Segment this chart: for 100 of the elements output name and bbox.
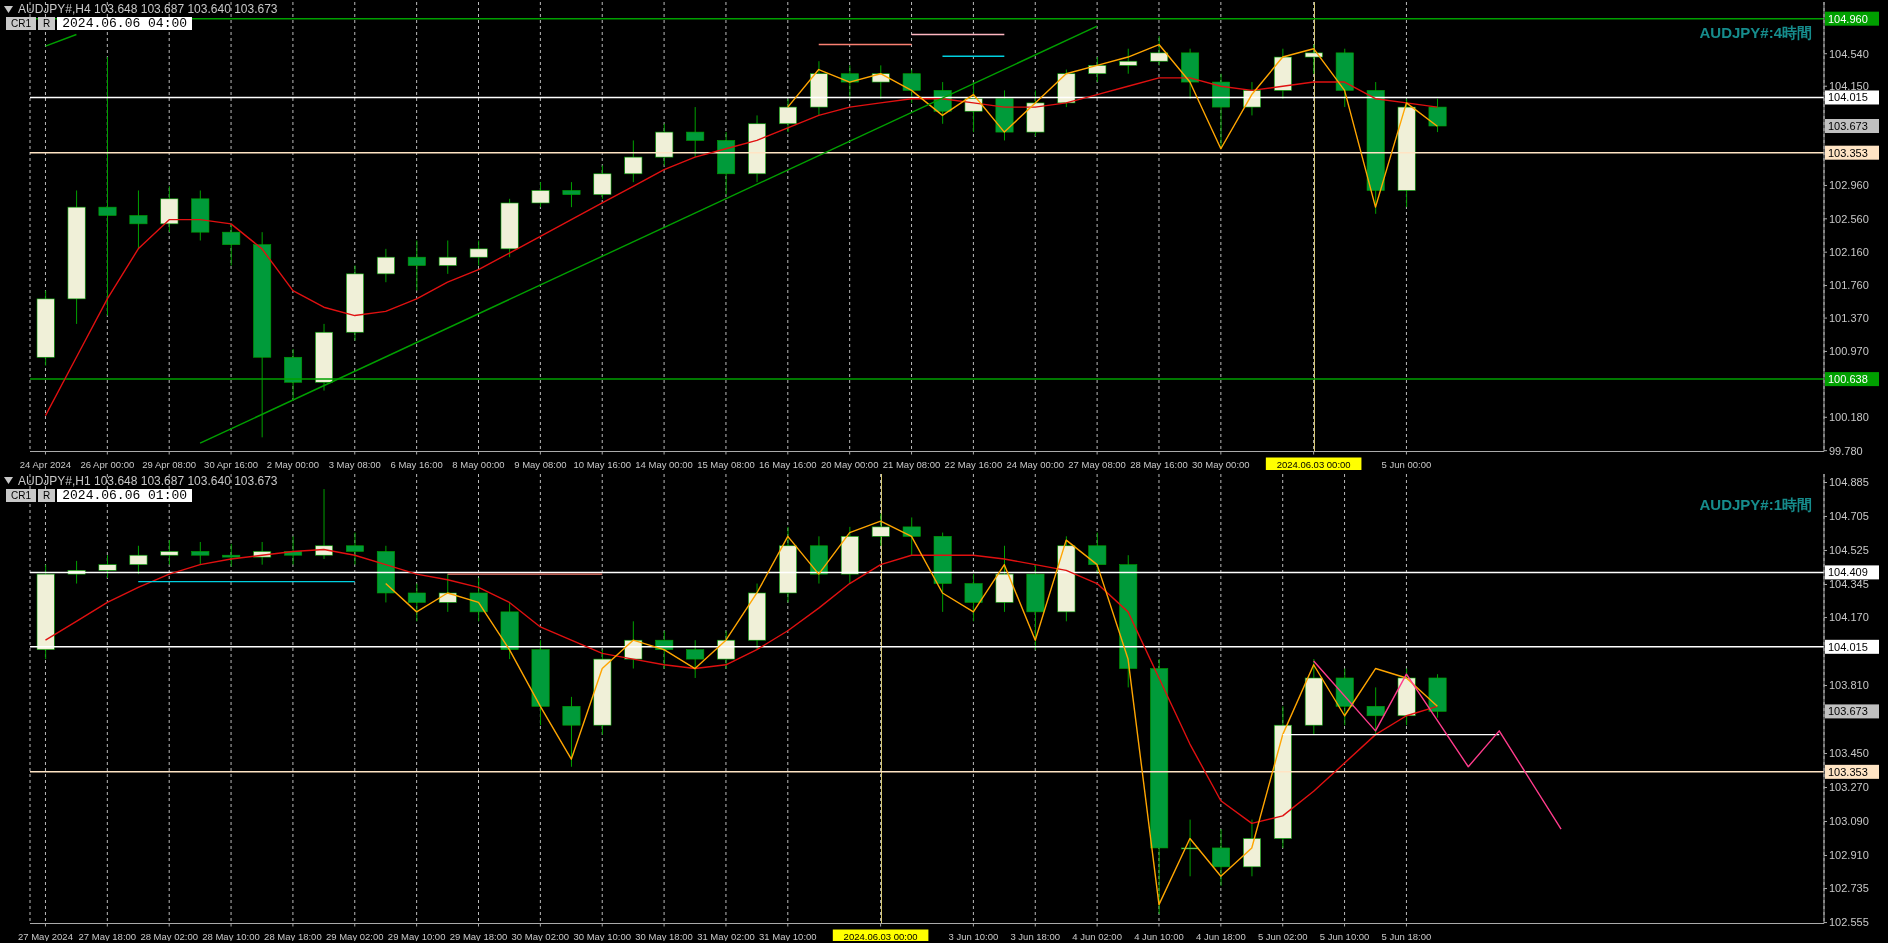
x-tick-label: 29 Apr 08:00 [142, 458, 197, 470]
x-tick-label: 20 May 00:00 [820, 458, 879, 470]
annotation: CR1 [6, 17, 37, 30]
y-tick-label: 104.525 [1829, 543, 1869, 556]
x-tick-label: 4 Jun 10:00 [1134, 930, 1184, 941]
x-tick-label: 31 May 02:00 [697, 930, 755, 941]
candlestick [1212, 828, 1230, 886]
y-tick-label: 104.885 [1829, 475, 1869, 488]
candlestick [1088, 531, 1107, 575]
y-tick-label: 104.150 [1829, 80, 1869, 93]
chart-title: AUDJPY#,H4 103.648 103.687 103.640 103.673 [18, 2, 278, 16]
x-tick-label: 30 May 00:00 [1192, 458, 1250, 470]
annotation: 2024.06.06 01:00 [57, 487, 193, 503]
candlestick [624, 139, 643, 183]
candlestick [222, 542, 241, 567]
x-tick-label: 5 Jun 02:00 [1257, 930, 1308, 941]
candlestick [531, 181, 550, 208]
y-tick-label: 104.705 [1829, 509, 1869, 522]
candlestick [562, 181, 581, 208]
candlestick [562, 695, 581, 767]
x-tick-label: 28 May 10:00 [202, 930, 260, 941]
y-tick-label: 102.735 [1829, 881, 1869, 894]
x-tick-label: 27 May 08:00 [1068, 458, 1126, 470]
x-tick-label: 10 May 16:00 [573, 458, 632, 470]
x-tick-label: 14 May 00:00 [635, 458, 693, 470]
x-tick-label: 21 May 08:00 [882, 458, 941, 470]
candlestick [902, 516, 921, 556]
candlestick [1366, 686, 1385, 735]
x-tick-label: 22 May 16:00 [944, 458, 1003, 470]
candlestick [98, 554, 117, 578]
y-tick-label: 102.960 [1829, 179, 1869, 192]
candlestick [686, 639, 705, 678]
x-tick-label: 29 May 02:00 [325, 930, 384, 941]
candlestick [1119, 48, 1138, 75]
x-tick-label: 24 May 00:00 [1006, 458, 1065, 470]
x-tick-label: 2 May 00:00 [266, 458, 320, 470]
x-tick-label: 9 May 08:00 [514, 458, 567, 470]
line-series [1312, 659, 1562, 830]
candlestick [1428, 98, 1447, 133]
candlestick [222, 223, 241, 267]
y-tick-label: 104.540 [1829, 47, 1869, 60]
ref-line-label: 103.353 [1828, 765, 1868, 778]
y-tick-label: 102.560 [1829, 212, 1869, 225]
x-tick-label: 4 Jun 18:00 [1196, 930, 1246, 941]
y-tick-label: 100.180 [1829, 411, 1869, 424]
x-tick-label: 30 May 10:00 [573, 930, 632, 941]
candlestick [407, 582, 426, 622]
text: 103.673 [1828, 704, 1868, 717]
y-tick-label: 104.170 [1829, 610, 1869, 623]
x-tick-label: 5 Jun 00:00 [1381, 458, 1432, 470]
candlestick [593, 164, 612, 200]
candlestick [129, 544, 148, 575]
x-tick-label: 4 Jun 02:00 [1072, 930, 1122, 941]
candlestick [779, 98, 797, 133]
candlestick [1088, 56, 1107, 83]
x-tick-label: 27 May 18:00 [78, 930, 137, 941]
text: 103.673 [1828, 120, 1868, 133]
x-tick-label: 16 May 16:00 [759, 458, 817, 470]
candlestick [191, 540, 210, 565]
ref-line-label: 104.409 [1828, 565, 1868, 578]
y-tick-label: 104.345 [1829, 577, 1869, 590]
x-tick-label: 30 Apr 16:00 [204, 458, 258, 470]
text: AUDJPY#:1時間 [1699, 495, 1812, 515]
ref-line-label: 104.015 [1828, 640, 1868, 653]
x-tick-label: 8 May 00:00 [452, 458, 505, 470]
candlestick [469, 576, 488, 622]
x-tick-label: 29 May 10:00 [387, 930, 446, 941]
annotation: R [38, 17, 56, 30]
y-tick-label: 103.810 [1829, 678, 1869, 691]
x-tick-label: 30 May 18:00 [635, 930, 693, 941]
y-tick-label: 102.160 [1829, 246, 1869, 259]
y-tick-label: 100.970 [1829, 345, 1869, 358]
y-tick-label: 102.555 [1829, 915, 1869, 928]
candlestick [964, 573, 983, 622]
candlestick [160, 539, 179, 565]
annotation: CR1 [6, 488, 37, 502]
annotation: R [38, 488, 56, 502]
candlestick [346, 531, 364, 565]
candlestick [686, 106, 705, 158]
x-tick-label: 28 May 02:00 [140, 930, 198, 941]
x-tick-label: 30 May 02:00 [511, 930, 570, 941]
candlestick [871, 512, 890, 546]
candlestick [407, 240, 426, 292]
y-tick-label: 102.910 [1829, 848, 1869, 861]
y-tick-label: 103.450 [1829, 746, 1869, 759]
ref-line-label: 104.960 [1828, 12, 1868, 25]
x-tick-label: 3 Jun 18:00 [1010, 930, 1061, 941]
ref-line-label: 100.638 [1828, 373, 1868, 386]
candlestick [438, 240, 457, 275]
x-tick-label: 2024.06.03 00:00 [843, 930, 918, 941]
x-tick-label: 3 Jun 10:00 [948, 930, 999, 941]
x-tick-label: 15 May 08:00 [697, 458, 755, 470]
y-tick-label: 99.780 [1829, 444, 1863, 457]
ref-line-label: 104.015 [1828, 91, 1868, 104]
candlestick [1150, 35, 1169, 66]
x-tick-label: 6 May 16:00 [390, 458, 443, 470]
candlestick [129, 189, 148, 250]
candlestick [376, 248, 395, 283]
text: AUDJPY#:4時間 [1699, 24, 1812, 43]
candlestick [1304, 44, 1323, 75]
